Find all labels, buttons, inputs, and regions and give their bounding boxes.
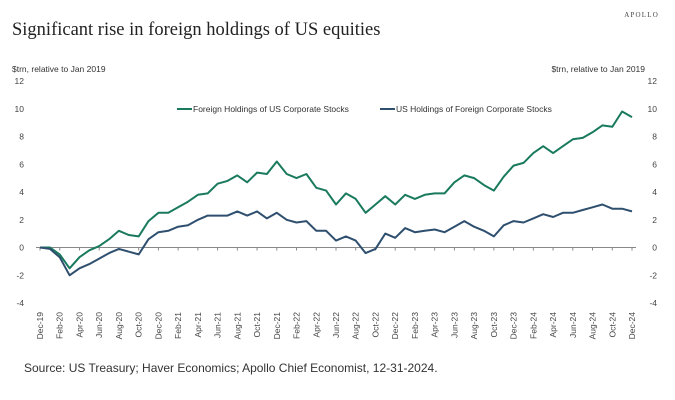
- x-tick-label: Oct-20: [134, 312, 144, 338]
- left-axis-unit-label: $trn, relative to Jan 2019: [12, 64, 106, 74]
- x-tick-label: Jun-22: [331, 312, 341, 338]
- legend-label: US Holdings of Foreign Corporate Stocks: [396, 104, 552, 114]
- series-lines: [39, 110, 633, 277]
- series-line-foreign-holdings: [40, 110, 633, 270]
- x-tick-label: Dec-22: [390, 312, 400, 340]
- x-tick-label: Jun-24: [568, 312, 578, 338]
- x-tick-label: Oct-22: [370, 312, 380, 338]
- y-tick-label-right: 10: [648, 104, 658, 114]
- x-tick-label: Apr-20: [74, 312, 84, 338]
- y-tick-label-left: 4: [19, 187, 24, 197]
- x-tick-label: Oct-23: [489, 312, 499, 338]
- y-tick-label-left: 0: [19, 243, 24, 253]
- x-tick-label: Apr-22: [311, 312, 321, 338]
- x-tick-label: Dec-20: [153, 312, 163, 340]
- y-tick-label-left: 6: [19, 159, 24, 169]
- x-tick-label: Aug-20: [114, 312, 124, 340]
- x-tick-label: Aug-21: [232, 312, 242, 340]
- legend-label: Foreign Holdings of US Corporate Stocks: [193, 104, 349, 114]
- x-tick-label: Oct-21: [252, 312, 262, 338]
- x-axis: Dec-19 Feb-20 Apr-20 Jun-20 Aug-20 Oct-20 Dec-…: [35, 247, 637, 340]
- y-tick-label-left: 12: [15, 76, 25, 86]
- y-tick-label-right: -4: [649, 298, 657, 308]
- x-tick-label: Aug-22: [351, 312, 361, 340]
- x-tick-label: Apr-24: [548, 312, 558, 338]
- y-axis-right: 12 10 8 6 4 2 0 -2 -4: [648, 76, 658, 308]
- x-tick-label: Feb-24: [528, 312, 538, 339]
- y-tick-label-right: 12: [648, 76, 658, 86]
- y-tick-label-left: 2: [19, 215, 24, 225]
- x-tick-label: Feb-20: [55, 312, 65, 339]
- x-tick-label: Feb-23: [410, 312, 420, 339]
- x-tick-label: Apr-21: [193, 312, 203, 338]
- x-tick-label: Feb-22: [292, 312, 302, 339]
- x-tick-label: Jun-20: [94, 312, 104, 338]
- x-tick-label: Jun-21: [213, 312, 223, 338]
- y-tick-label-right: 2: [652, 215, 657, 225]
- brand-logo: APOLLO: [624, 11, 659, 19]
- right-axis-unit-label: $trn, relative to Jan 2019: [551, 64, 645, 74]
- y-tick-label-left: 8: [19, 132, 24, 142]
- x-tick-label: Feb-21: [173, 312, 183, 339]
- source-note: Source: US Treasury; Haver Economics; Ap…: [24, 361, 438, 375]
- y-tick-label-left: -2: [16, 270, 24, 280]
- chart-title: Significant rise in foreign holdings of …: [12, 20, 381, 40]
- x-tick-label: Dec-21: [272, 312, 282, 340]
- series-line-us-holdings: [39, 203, 633, 277]
- y-tick-label-left: -4: [16, 298, 24, 308]
- x-tick-label: Dec-23: [509, 312, 519, 340]
- y-tick-label-right: -2: [649, 270, 657, 280]
- x-tick-label: Aug-23: [469, 312, 479, 340]
- y-tick-label-right: 8: [652, 132, 657, 142]
- legend: Foreign Holdings of US Corporate Stocks U…: [177, 104, 552, 114]
- y-tick-label-right: 6: [652, 159, 657, 169]
- y-tick-label-left: 10: [15, 104, 25, 114]
- x-tick-label: Jun-23: [449, 312, 459, 338]
- y-tick-label-right: 4: [652, 187, 657, 197]
- x-tick-label: Dec-24: [627, 312, 637, 340]
- x-tick-label: Dec-19: [35, 312, 45, 340]
- x-tick-label: Aug-24: [588, 312, 598, 340]
- x-tick-label: Oct-24: [607, 312, 617, 338]
- y-axis-left: 12 10 8 6 4 2 0 -2 -4: [15, 76, 25, 308]
- y-tick-label-right: 0: [652, 243, 657, 253]
- x-tick-label: Apr-23: [430, 312, 440, 338]
